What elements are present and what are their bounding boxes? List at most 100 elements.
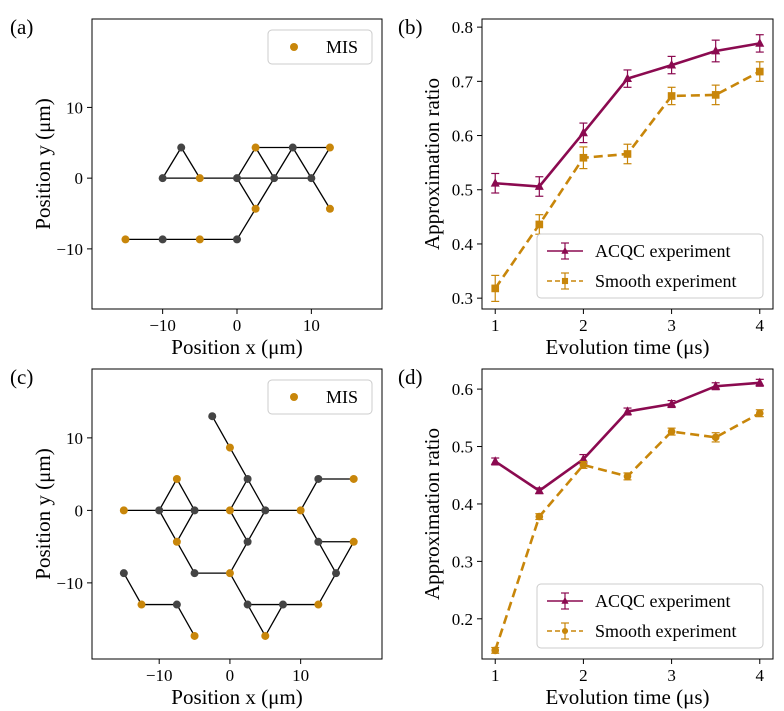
data-point bbox=[578, 453, 588, 463]
data-point bbox=[534, 181, 544, 190]
graph-edge bbox=[255, 147, 275, 179]
x-tick-label: 4 bbox=[756, 316, 765, 335]
mis-node bbox=[349, 474, 358, 483]
graph-edge bbox=[236, 208, 257, 240]
data-point bbox=[711, 381, 721, 390]
graph-node bbox=[177, 143, 186, 152]
graph-edge bbox=[310, 147, 331, 179]
graph-edge bbox=[229, 541, 249, 574]
legend: MIS bbox=[267, 379, 373, 415]
graph-edge bbox=[247, 604, 266, 637]
mis-node bbox=[314, 600, 323, 609]
series-smooth bbox=[491, 409, 764, 655]
legend-label: ACQC experiment bbox=[595, 241, 730, 261]
y-tick-label: 0.6 bbox=[452, 127, 473, 146]
x-axis-label: Evolution time (μs) bbox=[545, 685, 709, 709]
graph-edge bbox=[180, 147, 201, 179]
data-point bbox=[711, 45, 721, 55]
graph-node bbox=[270, 174, 279, 183]
mis-node bbox=[349, 537, 358, 546]
mis-node bbox=[251, 143, 260, 152]
panel-label: (a) bbox=[10, 15, 33, 39]
y-tick-label: −10 bbox=[56, 240, 83, 259]
data-point bbox=[711, 91, 720, 99]
x-tick-label: −10 bbox=[146, 666, 173, 685]
plot-frame bbox=[481, 18, 774, 310]
y-tick-label: 10 bbox=[66, 429, 83, 448]
graph-edge bbox=[229, 478, 249, 511]
legend-mis-marker bbox=[290, 43, 298, 51]
data-point bbox=[579, 461, 588, 469]
graph-edge bbox=[176, 604, 196, 637]
panel-label: (b) bbox=[398, 15, 423, 39]
data-point bbox=[755, 409, 764, 418]
graph-edge bbox=[236, 147, 257, 179]
mis-node bbox=[325, 143, 334, 152]
graph-node bbox=[119, 569, 128, 578]
plot-frame bbox=[91, 368, 383, 660]
graph-node bbox=[190, 569, 199, 578]
y-axis-label: Position y (μm) bbox=[31, 98, 55, 229]
x-tick-label: 10 bbox=[292, 666, 309, 685]
mis-node bbox=[195, 174, 204, 183]
x-tick-label: 0 bbox=[233, 316, 242, 335]
data-point bbox=[755, 67, 764, 76]
panel-label: (d) bbox=[398, 365, 423, 389]
legend-label: Smooth experiment bbox=[595, 271, 736, 291]
graph-edge bbox=[300, 478, 319, 511]
x-tick-label: 3 bbox=[667, 316, 676, 335]
graph-node bbox=[314, 474, 323, 483]
panel-label: (c) bbox=[10, 365, 33, 389]
graph-edge bbox=[123, 572, 143, 605]
y-axis-label: Position y (μm) bbox=[31, 448, 55, 579]
series-acqc bbox=[490, 34, 765, 197]
mis-node bbox=[225, 506, 234, 515]
graph-edge bbox=[335, 541, 355, 574]
graph-edge bbox=[300, 510, 319, 543]
graph-node bbox=[233, 235, 241, 244]
data-point bbox=[623, 406, 632, 415]
graph-edge bbox=[229, 572, 249, 605]
data-point bbox=[534, 485, 544, 495]
graph-node bbox=[190, 506, 199, 515]
data-point bbox=[535, 220, 544, 229]
mis-node bbox=[137, 600, 146, 609]
x-axis-label: Evolution time (μs) bbox=[545, 335, 709, 359]
legend-marker bbox=[561, 277, 569, 285]
graph-node bbox=[158, 235, 167, 244]
y-tick-label: 0.2 bbox=[452, 610, 473, 629]
data-point bbox=[623, 472, 632, 481]
graph-edge bbox=[229, 510, 249, 543]
panel-d: 1 2 3 4 0.2 0.3 0.4 0.5 0.6 Evolution time (μs) Ap… bbox=[398, 365, 774, 709]
graph-node bbox=[158, 174, 167, 183]
series-line bbox=[495, 42, 760, 188]
graph-node bbox=[243, 537, 252, 546]
graph-edge bbox=[158, 478, 178, 511]
x-tick-label: 2 bbox=[579, 666, 588, 685]
y-tick-label: 0.4 bbox=[452, 495, 474, 514]
graph-node bbox=[278, 600, 287, 609]
data-point bbox=[491, 646, 500, 655]
y-tick-label: 0.3 bbox=[452, 289, 473, 308]
graph-edge bbox=[176, 478, 196, 511]
graph-edge bbox=[176, 510, 196, 543]
plot-frame bbox=[481, 368, 774, 660]
legend: ACQC experiment Smooth experiment bbox=[536, 233, 764, 299]
x-axis-label: Position x (μm) bbox=[171, 335, 302, 359]
graph-edge bbox=[229, 447, 249, 480]
mis-node bbox=[225, 443, 234, 452]
y-axis-label: Approximation ratio bbox=[420, 428, 444, 600]
mis-node bbox=[261, 631, 270, 640]
graph-edge bbox=[176, 541, 196, 574]
y-tick-label: 0.8 bbox=[452, 18, 473, 37]
graph-node bbox=[172, 600, 181, 609]
x-tick-label: 10 bbox=[303, 316, 320, 335]
data-point bbox=[490, 456, 500, 465]
y-tick-label: 0.4 bbox=[452, 235, 474, 254]
graph-edge bbox=[247, 478, 266, 511]
graph-edge bbox=[255, 177, 275, 210]
graph-edge bbox=[236, 177, 257, 210]
legend-box bbox=[267, 379, 373, 415]
